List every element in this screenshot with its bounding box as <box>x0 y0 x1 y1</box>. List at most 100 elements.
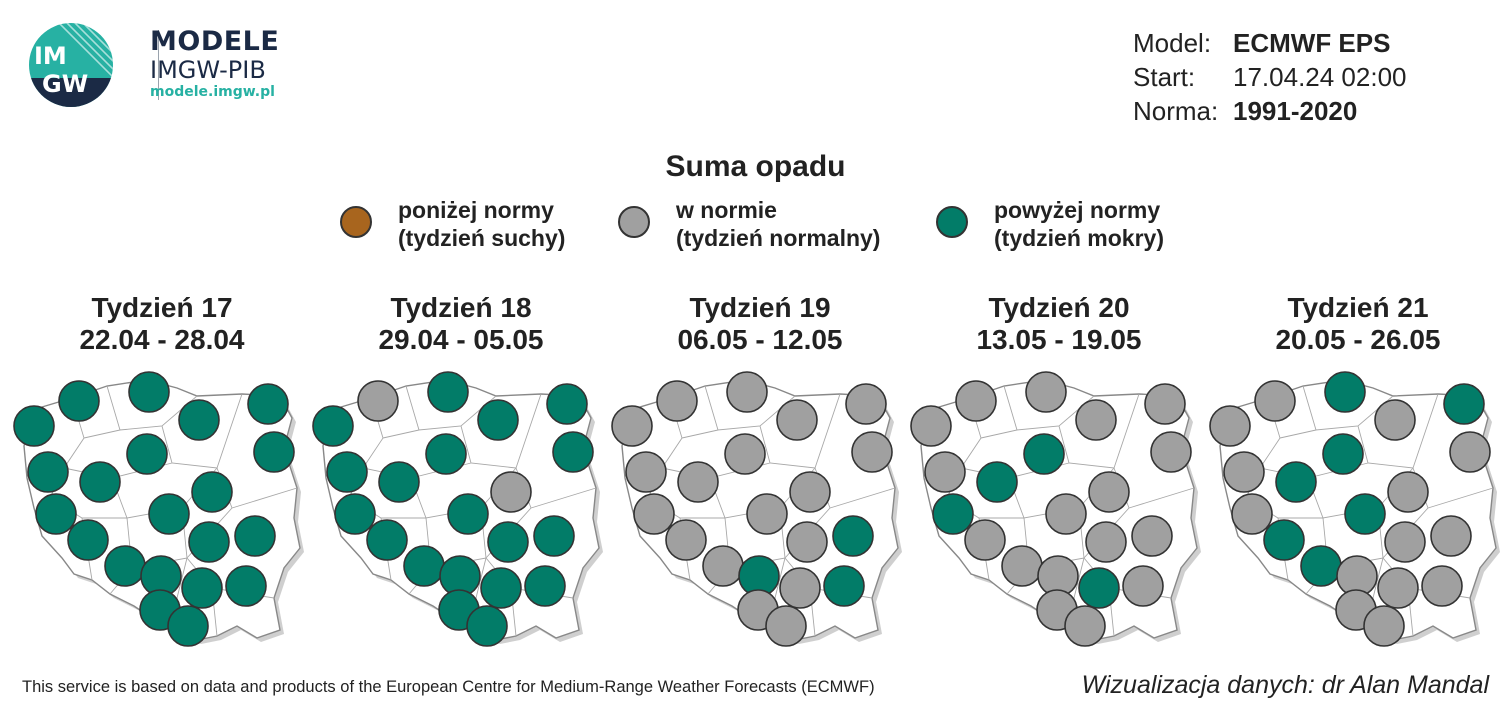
region-marker-olsztyn <box>1374 399 1416 441</box>
map-week-21 <box>1209 371 1500 647</box>
start-row: Start: 17.04.24 02:00 <box>1133 60 1407 94</box>
region-marker-białystok <box>552 431 594 473</box>
legend-wet-line1: powyżej normy <box>994 197 1161 223</box>
region-marker-łódź <box>447 493 489 535</box>
region-border <box>460 393 542 469</box>
region-marker-gorzów <box>625 451 667 493</box>
week-dates: 22.04 - 28.04 <box>79 324 245 355</box>
legend-dot-dry <box>340 206 372 238</box>
region-marker-kielce <box>1384 521 1426 563</box>
region-marker-wrocław <box>964 519 1006 561</box>
region-marker-opole <box>104 545 146 587</box>
region-border <box>382 429 420 439</box>
week-header-21: Tydzień 21 20.05 - 26.05 <box>1208 292 1508 356</box>
region-marker-zakopane <box>765 605 807 647</box>
region-marker-olsztyn <box>1075 399 1117 441</box>
region-marker-poznań <box>976 461 1018 503</box>
region-marker-suwałki <box>845 383 887 425</box>
logo-url[interactable]: modele.imgw.pl <box>150 84 275 100</box>
region-marker-opole <box>403 545 445 587</box>
region-marker-warszawa <box>490 471 532 513</box>
week-header-18: Tydzień 18 29.04 - 05.05 <box>311 292 611 356</box>
region-marker-kielce <box>487 521 529 563</box>
legend-text-dry: poniżej normy (tydzień suchy) <box>398 196 565 252</box>
region-marker-gorzów <box>924 451 966 493</box>
logo-subtitle: IMGW-PIB <box>150 56 266 84</box>
model-value: ECMWF EPS <box>1233 28 1391 58</box>
region-marker-gdańsk <box>1025 371 1067 413</box>
logo-title: MODELE <box>150 26 280 57</box>
visualization-credit: Wizualizacja danych: dr Alan Mandal <box>1081 671 1489 699</box>
region-border <box>1302 385 1394 431</box>
region-border <box>405 385 497 431</box>
region-marker-łódź <box>148 493 190 535</box>
model-row: Model: ECMWF EPS <box>1133 26 1407 60</box>
region-marker-poznań <box>79 461 121 503</box>
region-marker-bydgoszcz <box>724 433 766 475</box>
region-marker-koszalin <box>58 380 100 422</box>
region-marker-zakopane <box>1064 605 1106 647</box>
region-marker-zielona-góra <box>35 493 77 535</box>
region-marker-bydgoszcz <box>425 433 467 475</box>
region-marker-gdańsk <box>128 371 170 413</box>
week-label: Tydzień 21 <box>1287 292 1429 323</box>
legend-wet-line2: (tydzień mokry) <box>994 225 1164 251</box>
map-week-17 <box>13 371 304 647</box>
region-marker-kielce <box>786 521 828 563</box>
data-source-note: This service is based on data and produc… <box>22 678 875 696</box>
week-label: Tydzień 19 <box>689 292 831 323</box>
region-marker-wrocław <box>1263 519 1305 561</box>
week-label: Tydzień 20 <box>988 292 1130 323</box>
region-marker-poznań <box>378 461 420 503</box>
region-marker-zakopane <box>1363 605 1405 647</box>
region-marker-kraków <box>480 567 522 609</box>
region-marker-bydgoszcz <box>126 433 168 475</box>
region-marker-warszawa <box>789 471 831 513</box>
region-marker-szczecin <box>611 405 653 447</box>
region-marker-szczecin <box>910 405 952 447</box>
week-label: Tydzień 18 <box>390 292 532 323</box>
region-marker-lublin <box>1122 565 1164 607</box>
region-marker-koszalin <box>955 380 997 422</box>
norm-label: Norma: <box>1133 96 1219 126</box>
map-week-19 <box>611 371 902 647</box>
page-title: Suma opadu <box>665 150 846 183</box>
region-marker-siedlce <box>1430 515 1472 557</box>
region-marker-kielce <box>1085 521 1127 563</box>
region-marker-łódź <box>1045 493 1087 535</box>
region-marker-gdańsk <box>1324 371 1366 413</box>
region-marker-zakopane <box>167 605 209 647</box>
region-marker-szczecin <box>13 405 55 447</box>
region-border <box>106 385 198 431</box>
region-marker-lublin <box>823 565 865 607</box>
region-marker-koszalin <box>357 380 399 422</box>
week-dates: 29.04 - 05.05 <box>378 324 544 355</box>
region-marker-bydgoszcz <box>1023 433 1065 475</box>
start-value: 17.04.24 02:00 <box>1233 62 1407 92</box>
region-marker-koszalin <box>656 380 698 422</box>
region-border <box>161 393 243 469</box>
imgw-logo: IM GW MODELE IMGW-PIB modele.imgw.pl <box>28 22 280 112</box>
region-marker-lublin <box>225 565 267 607</box>
region-border <box>681 429 719 439</box>
legend-dry-line2: (tydzień suchy) <box>398 225 566 251</box>
region-marker-łódź <box>746 493 788 535</box>
region-marker-zielona-góra <box>1231 493 1273 535</box>
region-border <box>704 385 796 431</box>
week-header-20: Tydzień 20 13.05 - 19.05 <box>909 292 1209 356</box>
week-label: Tydzień 17 <box>91 292 233 323</box>
region-border <box>1279 429 1317 439</box>
region-marker-olsztyn <box>477 399 519 441</box>
legend-normal-line2: (tydzień normalny) <box>676 225 881 251</box>
region-marker-kraków <box>181 567 223 609</box>
region-marker-siedlce <box>832 515 874 557</box>
region-marker-suwałki <box>546 383 588 425</box>
region-border <box>980 429 1018 439</box>
map-week-20 <box>910 371 1201 647</box>
legend-dry-line1: poniżej normy <box>398 197 554 223</box>
region-marker-białystok <box>1150 431 1192 473</box>
region-marker-siedlce <box>234 515 276 557</box>
week-dates: 06.05 - 12.05 <box>677 324 843 355</box>
region-marker-zielona-góra <box>334 493 376 535</box>
region-marker-suwałki <box>247 383 289 425</box>
